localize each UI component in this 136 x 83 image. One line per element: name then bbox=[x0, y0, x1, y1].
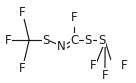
Text: C: C bbox=[70, 34, 79, 47]
Text: N: N bbox=[57, 40, 66, 53]
Text: F: F bbox=[4, 34, 11, 47]
Text: S: S bbox=[42, 34, 50, 47]
Text: F: F bbox=[121, 59, 128, 72]
Text: F: F bbox=[90, 59, 97, 72]
Text: S: S bbox=[98, 34, 105, 47]
Text: F: F bbox=[71, 11, 78, 24]
Text: F: F bbox=[19, 62, 26, 75]
Text: F: F bbox=[19, 6, 26, 19]
Text: S: S bbox=[84, 34, 92, 47]
Text: F: F bbox=[102, 69, 108, 82]
